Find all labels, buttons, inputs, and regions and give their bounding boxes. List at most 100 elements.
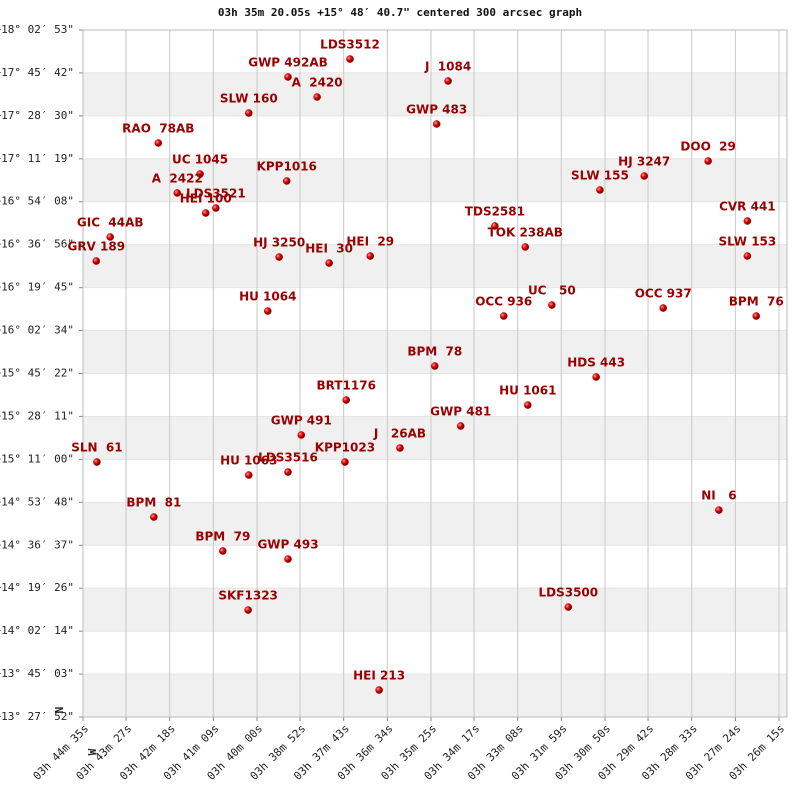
star-point [93, 458, 101, 466]
y-tick-label: +16° 36′ 56" [0, 238, 74, 251]
chart-title: 03h 35m 20.05s +15° 48′ 40.7" centered 3… [218, 6, 582, 19]
star-point [444, 77, 452, 85]
band [83, 588, 787, 632]
star-point [524, 401, 532, 409]
star-label: GWP 481 [430, 405, 491, 419]
star-point [284, 468, 292, 476]
star-point [521, 243, 530, 251]
band [83, 674, 787, 717]
star-point [150, 513, 158, 521]
star-point [659, 304, 668, 312]
star-label: KPP1023 [315, 441, 375, 455]
plot-frame [82, 29, 788, 718]
y-tick-label: +16° 54′ 08" [0, 195, 74, 208]
star-point [244, 606, 252, 614]
star-point [154, 139, 163, 147]
y-tick-label: +14° 19′ 26" [0, 581, 74, 594]
star-label: A 2422 [152, 171, 203, 185]
star-point [548, 301, 556, 309]
star-point [432, 120, 441, 128]
band [83, 158, 787, 202]
star-label: BPM 79 [195, 530, 250, 544]
star-label: GIC 44AB [77, 216, 144, 230]
band [83, 502, 787, 546]
star-label: J 1084 [424, 60, 471, 74]
star-point [342, 396, 351, 404]
y-tick-label: +17° 11′ 19" [0, 152, 74, 165]
star-label: HJ 3250 [253, 236, 305, 250]
y-tick-label: +17° 45′ 42" [0, 66, 74, 79]
star-label: RAO 78AB [122, 121, 194, 135]
star-point [743, 217, 752, 225]
star-point [92, 257, 101, 265]
star-label: J 26AB [373, 427, 426, 441]
star-point [640, 172, 649, 180]
y-tick-label: +14° 36′ 37" [0, 538, 74, 551]
band [83, 72, 787, 116]
star-point [196, 170, 204, 178]
y-tick-label: +16° 02′ 34" [0, 324, 74, 337]
star-point [456, 422, 465, 430]
star-label: BRT1176 [316, 378, 375, 392]
star-label: SLW 155 [571, 168, 629, 182]
star-label: GWP 483 [406, 103, 467, 117]
star-point [284, 73, 292, 81]
star-label: DOO 29 [680, 140, 735, 154]
star-point [592, 373, 600, 381]
star-point [284, 555, 292, 563]
star-label: LDS3512 [320, 38, 380, 52]
star-label: KPP1016 [257, 160, 317, 174]
band [83, 416, 787, 460]
star-label: HJ 3247 [618, 155, 670, 169]
star-label: LDS3521 [186, 187, 246, 201]
star-point [201, 209, 210, 217]
star-label: TOK 238AB [488, 225, 563, 239]
west-label: W [86, 748, 99, 755]
star-label: GWP 491 [271, 414, 332, 428]
star-label: HDS 443 [567, 356, 625, 370]
star-point [297, 431, 306, 439]
star-point [743, 252, 752, 260]
star-label: UC 1045 [172, 153, 228, 167]
y-tick-label: +14° 53′ 48" [0, 495, 74, 508]
star-point [430, 362, 439, 370]
star-point [212, 204, 220, 212]
y-tick-label: +16° 19′ 45" [0, 281, 74, 294]
star-label: GWP 492AB [248, 56, 328, 70]
star-point [596, 186, 604, 194]
star-point [219, 547, 227, 555]
star-point [275, 253, 283, 261]
star-label: A 2420 [292, 75, 343, 89]
star-label: UC 50 [528, 284, 576, 298]
star-label: HEI 100 [180, 192, 232, 206]
north-label: N [53, 707, 66, 714]
star-label: HU 1061 [499, 384, 556, 398]
y-tick-label: +17° 28′ 30" [0, 109, 74, 122]
star-label: GWP 493 [257, 538, 318, 552]
star-label: OCC 936 [475, 295, 532, 309]
star-label: GRV 189 [67, 240, 125, 254]
star-label: HEI 30 [305, 242, 353, 256]
star-point [244, 471, 253, 479]
y-tick-label: +13° 27′ 52" [0, 710, 74, 723]
star-point [499, 312, 508, 320]
y-tick-label: +15° 28′ 11" [0, 409, 74, 422]
star-label: BPM 76 [729, 295, 784, 309]
star-point [325, 259, 333, 267]
star-label: HU 1064 [239, 290, 296, 304]
star-point [375, 686, 383, 694]
star-label: CVR 441 [719, 200, 776, 214]
star-label: SLW 153 [718, 235, 776, 249]
marks: LDS3512 GWP 492AB A 2420 J 1084 SLW 160 GWP 4… [67, 38, 784, 694]
star-point [715, 506, 723, 514]
star-label: BPM 78 [407, 345, 462, 359]
star-label: SLN 61 [71, 441, 122, 455]
star-point [346, 55, 354, 63]
star-point [564, 603, 573, 611]
star-label: OCC 937 [635, 287, 692, 301]
band [83, 244, 787, 288]
star-label: TDS2581 [465, 205, 525, 219]
y-tick-label: +14° 02′ 14" [0, 624, 74, 637]
star-label: HEI 29 [346, 235, 394, 249]
star-point [396, 444, 404, 452]
